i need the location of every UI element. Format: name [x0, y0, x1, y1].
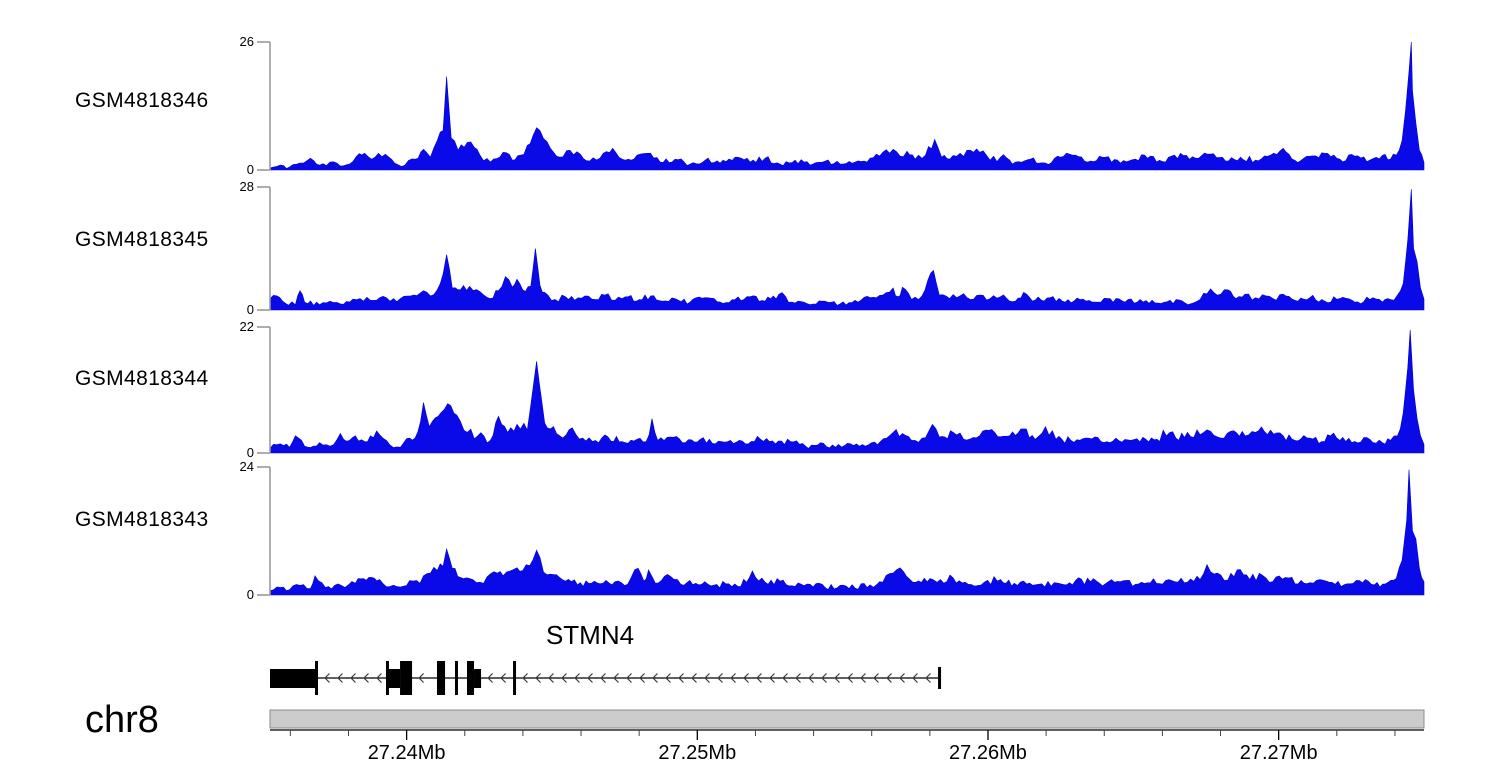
- strand-arrow-left-icon: [500, 673, 507, 683]
- yaxis-zero-label: 0: [246, 302, 254, 317]
- strand-arrow-left-icon: [350, 673, 356, 683]
- strand-arrow-left-icon: [717, 673, 723, 683]
- strand-arrow-left-icon: [548, 673, 554, 683]
- axis-tick-label: 27.24Mb: [367, 742, 446, 764]
- track-label-gsm4818344: GSM4818344: [75, 367, 209, 390]
- strand-arrow-left-icon: [376, 673, 382, 683]
- gene-exon-cds: [466, 661, 475, 695]
- gene-exon-utr: [474, 669, 482, 688]
- strand-arrow-left-icon: [795, 673, 801, 683]
- strand-arrow-left-icon: [363, 673, 369, 683]
- strand-arrow-left-icon: [704, 673, 710, 683]
- gene-exon-cds: [385, 661, 389, 695]
- strand-arrow-left-icon: [847, 673, 853, 683]
- strand-arrow-left-icon: [834, 673, 840, 683]
- track-label-gsm4818346: GSM4818346: [75, 89, 209, 112]
- strand-arrow-left-icon: [324, 673, 330, 683]
- coverage-area-GSM4818344: [269, 329, 1425, 454]
- axis-tick-label: 27.27Mb: [1239, 742, 1318, 764]
- track-label-gsm4818345: GSM4818345: [75, 228, 209, 251]
- strand-arrow-left-icon: [574, 673, 580, 683]
- gene-exon-utr: [270, 669, 316, 688]
- gene-exon-cds: [400, 661, 413, 695]
- strand-arrow-left-icon: [743, 673, 749, 683]
- strand-arrow-left-icon: [678, 673, 684, 683]
- gene-exon-utr: [388, 669, 401, 688]
- yaxis-zero-label: 0: [246, 162, 254, 177]
- strand-arrow-left-icon: [652, 673, 658, 683]
- yaxis-max-label: 24: [239, 459, 254, 474]
- strand-arrow-left-icon: [860, 673, 866, 683]
- chromosome-bar: [269, 709, 1425, 729]
- strand-arrow-left-icon: [769, 673, 775, 683]
- strand-arrow-left-icon: [587, 673, 593, 683]
- strand-arrow-left-icon: [487, 673, 494, 683]
- strand-arrow-left-icon: [730, 673, 736, 683]
- strand-arrow-left-icon: [925, 673, 931, 683]
- yaxis-max-label: 26: [239, 34, 254, 49]
- strand-arrow-left-icon: [639, 673, 645, 683]
- gene-exon-cds: [315, 661, 319, 695]
- track-label-gsm4818343: GSM4818343: [75, 508, 209, 531]
- yaxis-zero-label: 0: [246, 587, 254, 602]
- strand-arrow-left-icon: [821, 673, 827, 683]
- strand-arrow-left-icon: [418, 673, 425, 683]
- yaxis-max-label: 22: [239, 319, 254, 334]
- gene-exon-end: [938, 667, 942, 689]
- yaxis-max-label: 28: [239, 179, 254, 194]
- axis-tick-label: 27.25Mb: [658, 742, 737, 764]
- coverage-area-GSM4818346: [269, 41, 1425, 171]
- strand-arrow-left-icon: [899, 673, 905, 683]
- strand-arrow-left-icon: [886, 673, 892, 683]
- strand-arrow-left-icon: [561, 673, 567, 683]
- gene-name-label: STMN4: [545, 620, 635, 650]
- axis-tick-label: 27.26Mb: [949, 742, 1027, 764]
- strand-arrow-left-icon: [782, 673, 788, 683]
- coverage-area-GSM4818343: [269, 469, 1425, 596]
- strand-arrow-left-icon: [808, 673, 814, 683]
- strand-arrow-left-icon: [613, 673, 619, 683]
- gene-exon-cds: [436, 661, 446, 695]
- strand-arrow-left-icon: [337, 673, 343, 683]
- strand-arrow-left-icon: [600, 673, 606, 683]
- strand-arrow-left-icon: [912, 673, 918, 683]
- strand-arrow-left-icon: [873, 673, 879, 683]
- chromosome-label: chr8: [85, 699, 159, 741]
- strand-arrow-left-icon: [535, 673, 541, 683]
- strand-arrow-left-icon: [522, 673, 528, 683]
- strand-arrow-left-icon: [626, 673, 632, 683]
- gene-exon-cds: [454, 661, 458, 695]
- strand-arrow-left-icon: [756, 673, 762, 683]
- strand-arrow-left-icon: [665, 673, 671, 683]
- coverage-area-GSM4818345: [269, 189, 1425, 311]
- strand-arrow-left-icon: [691, 673, 697, 683]
- gene-exon-cds: [513, 661, 517, 695]
- yaxis-zero-label: 0: [246, 445, 254, 460]
